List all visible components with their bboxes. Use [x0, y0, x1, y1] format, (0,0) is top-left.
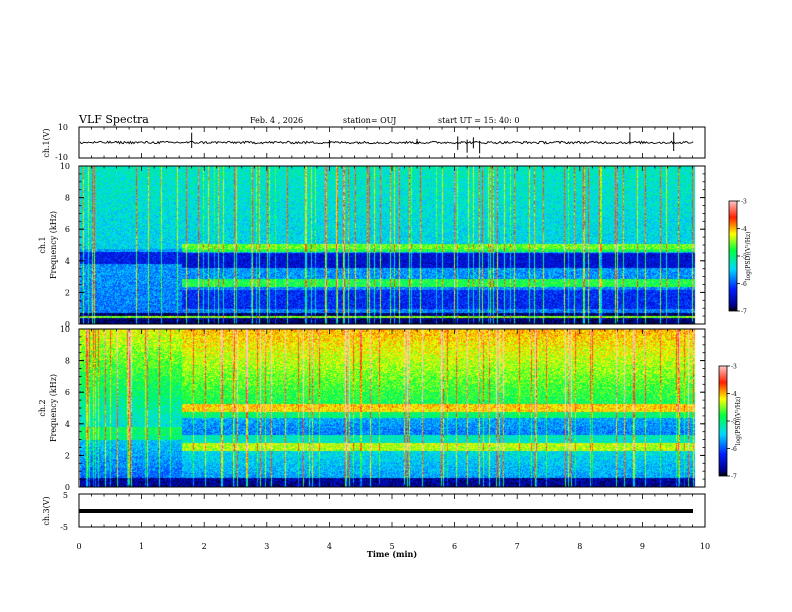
colorbar-tick-label: -3 — [731, 364, 737, 371]
ytick-label: 0 — [65, 320, 70, 329]
xtick-label: 10 — [700, 542, 710, 551]
ytick-label: 4 — [65, 420, 70, 429]
colorbar-tick-label: -4 — [731, 391, 737, 398]
colorbar-tick-label: -6 — [741, 281, 747, 288]
xtick-label: 2 — [202, 542, 207, 551]
colorbar-tick-label: -4 — [741, 226, 747, 233]
spectrogram-raster — [79, 166, 705, 324]
channel-1-colorbar: -3 -4 -5 -6 -7 log(PSD)(V²/Hz) — [728, 199, 752, 316]
channel-1-spectrogram-image — [79, 166, 705, 324]
header-date: Feb. 4 , 2026 — [250, 116, 303, 125]
x-axis-label: Time (min) — [367, 549, 417, 559]
header-station: station= OUJ — [343, 116, 396, 125]
y-axis-label-freq: Frequency (kHz) — [49, 211, 58, 279]
figure-title: VLF Spectra — [78, 113, 149, 126]
channel-2-spectrogram-panel: 0 2 4 6 8 10 ch.2 Frequency (kHz) — [38, 325, 706, 492]
xtick-label: 1 — [139, 542, 144, 551]
header-start-time: start UT = 15: 40: 0 — [438, 116, 519, 125]
colorbar-tick-label: -5 — [731, 419, 737, 426]
xtick-label: 3 — [264, 542, 269, 551]
ytick-label: 6 — [65, 225, 70, 234]
channel-1-trace — [79, 140, 694, 145]
colorbar-ticks: -3 -4 -5 -6 -7 — [727, 364, 737, 481]
time-axis-ticks: 0 1 2 3 4 5 6 7 8 9 10 — [76, 127, 710, 551]
colorbar-tick-label: -7 — [731, 474, 737, 481]
channel-2-colorbar: -3 -4 -5 -6 -7 log(PSD)(V²/Hz) — [718, 364, 742, 481]
colorbar-tick-label: -6 — [731, 446, 737, 453]
xtick-label: 8 — [577, 542, 582, 551]
channel-2-yticks: 0 2 4 6 8 10 — [60, 325, 705, 492]
colorbar-tick-label: -7 — [741, 309, 747, 316]
xtick-label: 0 — [76, 542, 81, 551]
colorbar-tick-label: -3 — [741, 199, 747, 206]
spectrogram-canvas — [79, 166, 705, 324]
xtick-label: 4 — [327, 542, 332, 551]
ytick-label: 5 — [63, 491, 68, 500]
y-axis-label-ch: ch.2 — [38, 399, 47, 416]
ytick-label: -10 — [55, 153, 68, 162]
y-axis-label: ch.3(V) — [42, 496, 51, 525]
ytick-label: -5 — [60, 523, 68, 532]
xtick-label: 7 — [515, 542, 520, 551]
ytick-label: 10 — [60, 162, 70, 171]
channel-1-spectrogram-panel: 0 2 4 6 8 10 ch.1 Frequency (kHz) — [38, 162, 706, 329]
ytick-label: 8 — [65, 194, 70, 203]
xtick-label: 5 — [389, 542, 394, 551]
ytick-label: 6 — [65, 388, 70, 397]
ytick-label: 10 — [58, 123, 68, 132]
colorbar-gradient — [718, 365, 728, 477]
ytick-label: 4 — [65, 257, 70, 266]
xtick-label: 9 — [640, 542, 645, 551]
ytick-label: 10 — [60, 325, 70, 334]
channel-1-spikes — [191, 132, 675, 154]
channel-3-trace — [79, 509, 693, 513]
ytick-label: 2 — [65, 451, 70, 460]
colorbar-ticks: -3 -4 -5 -6 -7 — [737, 199, 747, 316]
channel-1-waveform-panel: 10 -10 ch.1(V) — [42, 123, 706, 162]
channel-2-spectrogram-image — [79, 329, 705, 487]
y-axis-label-ch: ch.1 — [38, 236, 47, 253]
colorbar-label: log(PSD)(V²/Hz) — [735, 397, 742, 446]
colorbar-gradient — [728, 200, 738, 312]
y-axis-label-freq: Frequency (kHz) — [49, 374, 58, 442]
colorbar-label: log(PSD)(V²/Hz) — [745, 232, 752, 281]
ytick-label: 8 — [65, 357, 70, 366]
channel-1-yticks: 0 2 4 6 8 10 — [60, 162, 705, 329]
colorbar-tick-label: -5 — [741, 254, 747, 261]
y-axis-label: ch.1(V) — [42, 128, 51, 157]
ytick-label: 2 — [65, 288, 70, 297]
spectrogram-raster — [79, 329, 705, 487]
xtick-label: 6 — [452, 542, 457, 551]
spectrogram-canvas — [79, 329, 705, 487]
ytick-label: 0 — [65, 483, 70, 492]
